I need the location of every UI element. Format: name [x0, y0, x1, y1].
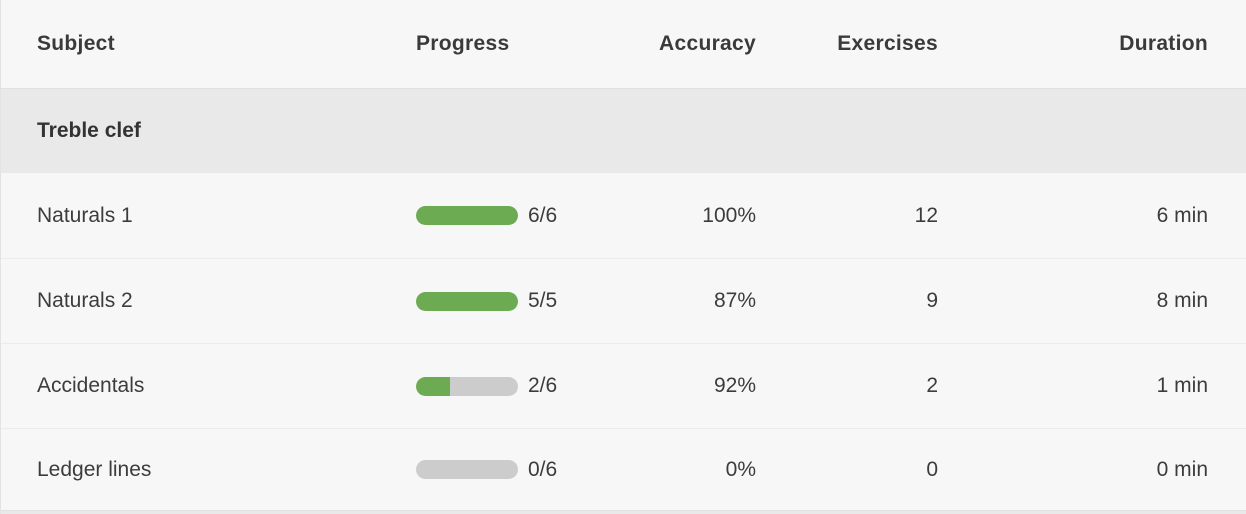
progress-cell: 5/5	[396, 289, 606, 313]
progress-fraction-label: 2/6	[528, 374, 558, 397]
table-row[interactable]: Naturals 2 5/5 87% 9 8 min	[1, 258, 1246, 343]
progress-bar-track	[416, 460, 518, 479]
table-body: Naturals 1 6/6 100% 12 6 min Naturals 2 …	[1, 173, 1246, 510]
progress-bar-track	[416, 376, 518, 396]
progress-fraction-label: 5/5	[528, 289, 558, 312]
progress-bar-fill	[416, 376, 450, 396]
progress-fraction-label: 6/6	[528, 203, 558, 227]
exercises-value: 2	[926, 374, 938, 397]
subject-label: Accidentals	[37, 374, 145, 397]
column-header-exercises: Exercises	[837, 32, 938, 55]
duration-value: 8 min	[1156, 289, 1208, 312]
exercises-value: 9	[926, 289, 938, 312]
subject-label: Ledger lines	[37, 457, 152, 481]
progress-bar-fill	[416, 206, 518, 225]
table-row[interactable]: Accidentals 2/6 92% 2 1 min	[1, 343, 1246, 428]
column-header-duration: Duration	[1119, 32, 1208, 55]
progress-bar-fill	[416, 291, 518, 311]
duration-value: 0 min	[1156, 457, 1208, 481]
subject-label: Naturals 2	[37, 289, 133, 312]
table-row[interactable]: Naturals 1 6/6 100% 12 6 min	[1, 173, 1246, 258]
column-header-progress: Progress	[416, 32, 510, 55]
accuracy-value: 87%	[713, 289, 756, 312]
subject-label: Naturals 1	[37, 203, 133, 227]
column-header-accuracy: Accuracy	[659, 32, 756, 55]
accuracy-value: 92%	[713, 374, 756, 397]
next-section-row-partial	[1, 510, 1246, 514]
exercises-value: 0	[926, 457, 938, 481]
section-row-treble-clef: Treble clef	[1, 88, 1246, 173]
table-header-row: Subject Progress Accuracy Exercises Dura…	[1, 0, 1246, 88]
column-header-subject: Subject	[37, 32, 115, 55]
accuracy-value: 0%	[725, 457, 756, 481]
section-title: Treble clef	[37, 119, 141, 142]
progress-cell: 0/6	[396, 458, 606, 482]
exercises-value: 12	[914, 203, 938, 227]
progress-cell: 2/6	[396, 374, 606, 398]
progress-cell: 6/6	[396, 204, 606, 228]
table-row[interactable]: Ledger lines 0/6 0% 0 0 min	[1, 428, 1246, 510]
progress-bar-track	[416, 291, 518, 311]
progress-fraction-label: 0/6	[528, 457, 558, 481]
duration-value: 6 min	[1156, 203, 1208, 227]
duration-value: 1 min	[1156, 374, 1208, 397]
accuracy-value: 100%	[702, 203, 756, 227]
progress-bar-track	[416, 206, 518, 225]
